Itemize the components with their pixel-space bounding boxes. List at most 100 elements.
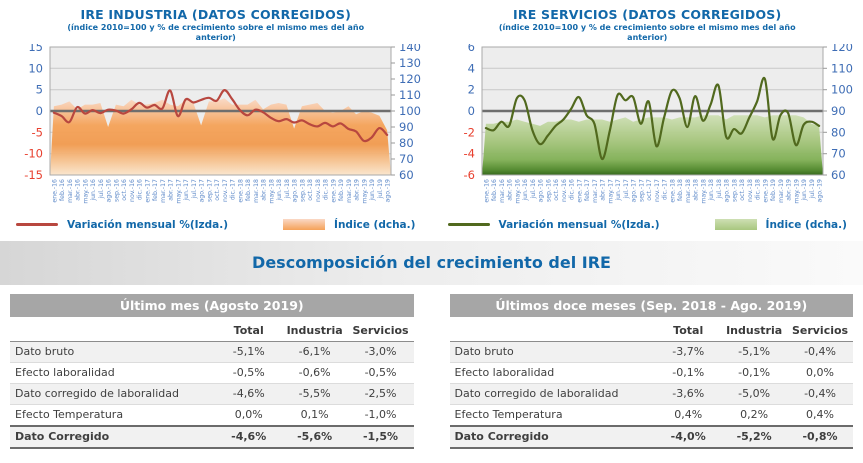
x-axis-month-label: abr.-16	[506, 179, 513, 201]
table-value-cell: -3,6%	[655, 383, 722, 405]
x-axis-month-label: sep.-18	[300, 179, 307, 202]
table-value-cell: -4,6%	[215, 424, 282, 449]
chart-plot-servicios: 6 4 2 0 -2 -4 -6 120 110 100 90 80 70 60 ene.-16 feb.-1…	[432, 44, 863, 218]
x-axis-month-label: jul.-16	[98, 179, 105, 199]
table-value-cell: 0,4%	[655, 404, 722, 427]
left-axis-tick: 10	[29, 61, 44, 75]
x-axis-month-label: jun.-19	[369, 179, 376, 202]
right-axis-tick: 60	[831, 168, 846, 182]
row-label: Dato Corregido	[449, 424, 656, 449]
column-header-empty	[449, 319, 656, 342]
table-row: Dato corregido de laboralidad -4,6% -5,5% -…	[10, 383, 414, 405]
table-title-doce-meses: Últimos doce meses (Sep. 2018 - Ago. 201…	[449, 293, 853, 317]
x-axis-month-label: ene.-19	[331, 179, 338, 203]
x-axis-month-label: jul.-19	[377, 179, 384, 199]
x-axis-month-label: feb.-17	[152, 179, 159, 201]
x-axis-month-label: nov.-16	[561, 179, 568, 202]
legend-line-swatch	[16, 223, 59, 227]
table-value-cell: -3,0%	[347, 341, 414, 363]
legend-item: Índice (dcha.)	[714, 218, 847, 231]
table-row: Efecto Temperatura 0,0% 0,1% -1,0%	[10, 404, 414, 427]
table-value-cell: -3,7%	[655, 341, 722, 363]
table-value-cell: -5,6%	[281, 424, 348, 449]
x-axis-month-label: abr.-16	[75, 179, 82, 201]
x-axis-month-label: feb.-16	[491, 179, 498, 201]
charts-row: IRE INDUSTRIA (DATOS CORREGIDOS) (índice…	[0, 0, 863, 231]
table-value-cell: -6,1%	[281, 341, 348, 363]
x-axis-month-label: may.-17	[176, 179, 183, 204]
x-axis-month-label: feb.-16	[59, 179, 66, 201]
x-axis-month-label: mar.-16	[499, 179, 506, 203]
table-value-cell: -5,1%	[215, 341, 282, 363]
right-axis-tick: 70	[831, 146, 846, 160]
x-axis-month-label: jun.-19	[801, 179, 808, 202]
x-axis-month-label: may.-16	[514, 179, 521, 204]
x-axis-month-label: oct.-17	[646, 179, 653, 201]
left-axis-tick: -4	[463, 146, 474, 160]
x-axis-month-label: ene.-19	[762, 179, 769, 203]
x-axis-month-label: dic.-16	[137, 179, 144, 200]
left-axis-tick: 6	[467, 44, 474, 54]
x-axis-month-label: ago.-17	[630, 179, 637, 203]
table-panel-doce-meses: Últimos doce meses (Sep. 2018 - Ago. 201…	[449, 293, 853, 449]
table-value-cell: -1,0%	[347, 404, 414, 427]
chart-legend-servicios: Variación mensual %(Izda.) Índice (dcha.)	[432, 219, 863, 231]
table-panel-ultimo-mes: Último mes (Agosto 2019) Total Industria S…	[10, 293, 414, 449]
table-value-cell: 0,0%	[215, 404, 282, 427]
chart-legend-industria: Variación mensual %(Izda.) Índice (dcha.)	[0, 219, 432, 231]
x-axis-month-label: oct.-17	[214, 179, 221, 201]
left-axis-tick: 5	[36, 82, 43, 96]
row-label: Dato bruto	[449, 341, 656, 363]
right-axis-tick: 80	[831, 125, 846, 139]
x-axis-month-label: ago.-19	[385, 179, 392, 203]
table-value-cell: -5,1%	[721, 341, 788, 363]
report-page: IRE INDUSTRIA (DATOS CORREGIDOS) (índice…	[0, 0, 863, 449]
x-axis-month-label: ago.-18	[292, 179, 299, 203]
table-value-cell: -2,5%	[347, 383, 414, 405]
x-axis-month-label: may.-17	[607, 179, 614, 204]
table-row: Dato Corregido -4,6% -5,6% -1,5%	[10, 424, 414, 449]
table-row: Efecto Temperatura 0,4% 0,2% 0,4%	[449, 404, 853, 427]
x-axis-month-label: ago.-16	[537, 179, 544, 203]
table-value-cell: -0,5%	[215, 362, 282, 384]
x-axis-month-label: mar.-19	[346, 179, 353, 203]
x-axis-month-label: abr.-17	[599, 179, 606, 201]
legend-item: Índice (dcha.)	[283, 219, 415, 231]
left-axis-tick: -5	[32, 125, 43, 139]
x-axis-month-label: jul.-19	[809, 179, 816, 199]
tables-row: Último mes (Agosto 2019) Total Industria S…	[0, 293, 863, 449]
table-title-ultimo-mes: Último mes (Agosto 2019)	[10, 293, 414, 317]
x-axis-month-label: dic.-18	[754, 179, 761, 200]
legend-label: Variación mensual %(Izda.)	[498, 218, 660, 231]
column-header-servicios: Servicios	[347, 319, 414, 342]
right-axis-tick: 100	[831, 82, 853, 96]
x-axis-month-label: ene.-16	[483, 179, 490, 203]
table-doce-meses: Total Industria Servicios Dato bruto -3,7% -5…	[449, 319, 853, 449]
chart-subtitle-servicios: (índice 2010=100 y % de crecimiento sobr…	[498, 23, 796, 43]
right-axis-tick: 60	[399, 168, 414, 182]
legend-label: Índice (dcha.)	[765, 218, 847, 231]
right-axis-tick: 120	[399, 72, 421, 86]
x-axis-month-label: mar.-17	[160, 179, 167, 203]
x-axis-month-label: oct.-18	[307, 179, 314, 201]
x-axis-month-label: feb.-17	[584, 179, 591, 201]
right-axis-tick: 140	[399, 44, 421, 54]
x-axis-month-label: abr.-17	[168, 179, 175, 201]
row-label: Dato bruto	[10, 341, 216, 363]
x-axis-month-label: dic.-18	[323, 179, 330, 200]
chart-svg: 15 10 5 0 -5 -10 -15 140 130 120 110 100 90 80 70 60 ene…	[24, 44, 421, 204]
left-axis-tick: -15	[24, 168, 43, 182]
x-axis-month-label: ene.-16	[52, 179, 59, 203]
x-axis-month-label: feb.-18	[677, 179, 684, 201]
left-axis-tick: 15	[29, 44, 44, 54]
x-axis-month-label: oct.-18	[739, 179, 746, 201]
legend-line-swatch	[447, 223, 490, 227]
x-axis-month-label: ago.-17	[199, 179, 206, 203]
left-axis-tick: -2	[463, 125, 474, 139]
chart-subtitle-industria: (índice 2010=100 y % de crecimiento sobr…	[67, 23, 365, 43]
x-axis-month-label: jul.-18	[284, 179, 291, 199]
table-value-cell: -0,1%	[655, 362, 722, 384]
table-value-cell: -0,1%	[721, 362, 788, 384]
table-column-header-row: Total Industria Servicios	[10, 319, 414, 342]
left-axis-tick: 2	[467, 82, 474, 96]
